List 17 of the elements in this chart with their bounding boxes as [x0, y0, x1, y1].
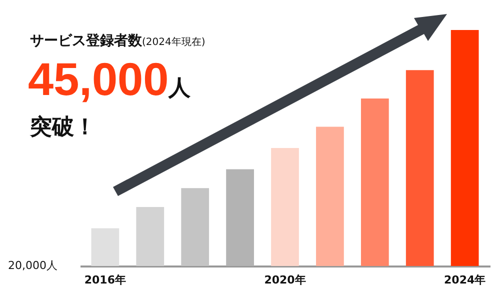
x-tick-label: 2024年 [444, 274, 486, 286]
chart-title: サービス登録者数 [30, 33, 142, 49]
bar [450, 30, 479, 266]
x-tick-label: 2016年 [84, 274, 126, 286]
bar [181, 188, 210, 266]
annotation: 45,000人 [28, 53, 191, 105]
bar [406, 70, 434, 266]
bar [316, 126, 344, 266]
text: (2024年現在) [142, 37, 206, 48]
text: 20,000人 [8, 258, 58, 273]
bar [226, 169, 254, 266]
x-tick-label: 2020年 [264, 274, 306, 286]
bar [360, 98, 389, 266]
bar [91, 228, 120, 266]
annotation: 突破！ [30, 114, 96, 142]
bar [271, 148, 299, 266]
bar [136, 207, 164, 266]
